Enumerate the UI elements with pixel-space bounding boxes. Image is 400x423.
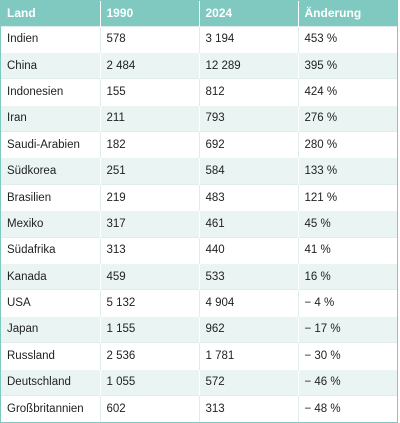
table-row: Deutschland 1 055 572− 46 % xyxy=(1,368,397,396)
country-cell: China xyxy=(1,51,101,79)
value-2024-cell: 483 xyxy=(199,183,299,211)
table-row: Südafrika 313 440 41 % xyxy=(1,236,397,264)
change-cell: 276 % xyxy=(298,104,397,132)
change-cell: 121 % xyxy=(298,183,397,211)
value-1990-cell: 5 132 xyxy=(100,289,200,317)
change-cell: − 17 % xyxy=(298,315,397,343)
change-cell: − 46 % xyxy=(298,368,397,396)
change-cell: − 4 % xyxy=(298,289,397,317)
table-row: Russland 2 536 1 781− 30 % xyxy=(1,342,397,370)
table-row: Brasilien 219 483 121 % xyxy=(1,183,397,211)
change-cell: 280 % xyxy=(298,131,397,158)
table-row: Indien 578 3 194 453 % xyxy=(1,25,397,53)
value-1990-cell: 182 xyxy=(100,131,200,158)
value-2024-cell: 692 xyxy=(199,131,299,158)
value-1990-cell: 313 xyxy=(100,236,200,264)
table-body: Indien 578 3 194 453 % China 2 484 12 289 395 %… xyxy=(1,25,397,422)
country-cell: USA xyxy=(1,289,101,317)
value-2024-cell: 533 xyxy=(199,263,299,290)
change-cell: 45 % xyxy=(298,210,397,238)
value-1990-cell: 1 055 xyxy=(100,368,200,396)
value-1990-cell: 2 484 xyxy=(100,51,200,79)
value-2024-cell: 461 xyxy=(199,210,299,238)
value-1990-cell: 602 xyxy=(100,394,200,422)
value-1990-cell: 219 xyxy=(100,183,200,211)
change-cell: 453 % xyxy=(298,25,397,53)
table-row: Kanada 459 533 16 % xyxy=(1,263,397,290)
value-1990-cell: 459 xyxy=(100,263,200,290)
country-cell: Deutschland xyxy=(1,368,101,396)
country-cell: Russland xyxy=(1,342,101,370)
value-1990-cell: 251 xyxy=(100,157,200,185)
value-2024-cell: 793 xyxy=(199,104,299,132)
change-cell: 16 % xyxy=(298,263,397,290)
table-header: Land 1990 2024 Änderung xyxy=(1,1,397,26)
change-cell: − 48 % xyxy=(298,394,397,422)
value-2024-cell: 440 xyxy=(199,236,299,264)
value-2024-cell: 962 xyxy=(199,315,299,343)
table-row: Großbritannien 602 313− 48 % xyxy=(1,394,397,422)
change-cell: − 30 % xyxy=(298,342,397,370)
country-cell: Südafrika xyxy=(1,236,101,264)
country-cell: Iran xyxy=(1,104,101,132)
change-cell: 395 % xyxy=(298,51,397,79)
table-row: Mexiko 317 461 45 % xyxy=(1,210,397,238)
table-row: Japan 1 155 962− 17 % xyxy=(1,315,397,343)
value-2024-cell: 812 xyxy=(199,78,299,106)
value-1990-cell: 2 536 xyxy=(100,342,200,370)
table-row: USA 5 132 4 904− 4 % xyxy=(1,289,397,317)
country-cell: Indonesien xyxy=(1,78,101,106)
value-2024-cell: 4 904 xyxy=(199,289,299,317)
table-row: Südkorea 251 584 133 % xyxy=(1,157,397,185)
country-cell: Indien xyxy=(1,25,101,53)
table-row: Saudi-Arabien 182 692 280 % xyxy=(1,131,397,158)
country-cell: Mexiko xyxy=(1,210,101,238)
column-header-country: Land xyxy=(1,1,101,26)
value-2024-cell: 313 xyxy=(199,394,299,422)
value-2024-cell: 572 xyxy=(199,368,299,396)
value-1990-cell: 211 xyxy=(100,104,200,132)
value-2024-cell: 584 xyxy=(199,157,299,185)
change-cell: 424 % xyxy=(298,78,397,106)
value-1990-cell: 155 xyxy=(100,78,200,106)
value-2024-cell: 1 781 xyxy=(199,342,299,370)
country-cell: Großbritannien xyxy=(1,394,101,422)
header-row: Land 1990 2024 Änderung xyxy=(1,1,397,26)
value-1990-cell: 1 155 xyxy=(100,315,200,343)
table-row: Indonesien 155 812 424 % xyxy=(1,78,397,106)
change-cell: 133 % xyxy=(298,157,397,185)
value-1990-cell: 317 xyxy=(100,210,200,238)
country-cell: Brasilien xyxy=(1,183,101,211)
country-cell: Japan xyxy=(1,315,101,343)
column-header-change: Änderung xyxy=(298,1,397,26)
value-2024-cell: 12 289 xyxy=(199,51,299,79)
value-2024-cell: 3 194 xyxy=(199,25,299,53)
country-cell: Südkorea xyxy=(1,157,101,185)
table-row: China 2 484 12 289 395 % xyxy=(1,51,397,79)
country-cell: Kanada xyxy=(1,263,101,290)
column-header-1990: 1990 xyxy=(100,1,200,26)
country-cell: Saudi-Arabien xyxy=(1,131,101,158)
change-cell: 41 % xyxy=(298,236,397,264)
column-header-2024: 2024 xyxy=(199,1,299,26)
value-1990-cell: 578 xyxy=(100,25,200,53)
table-row: Iran 211 793 276 % xyxy=(1,104,397,132)
